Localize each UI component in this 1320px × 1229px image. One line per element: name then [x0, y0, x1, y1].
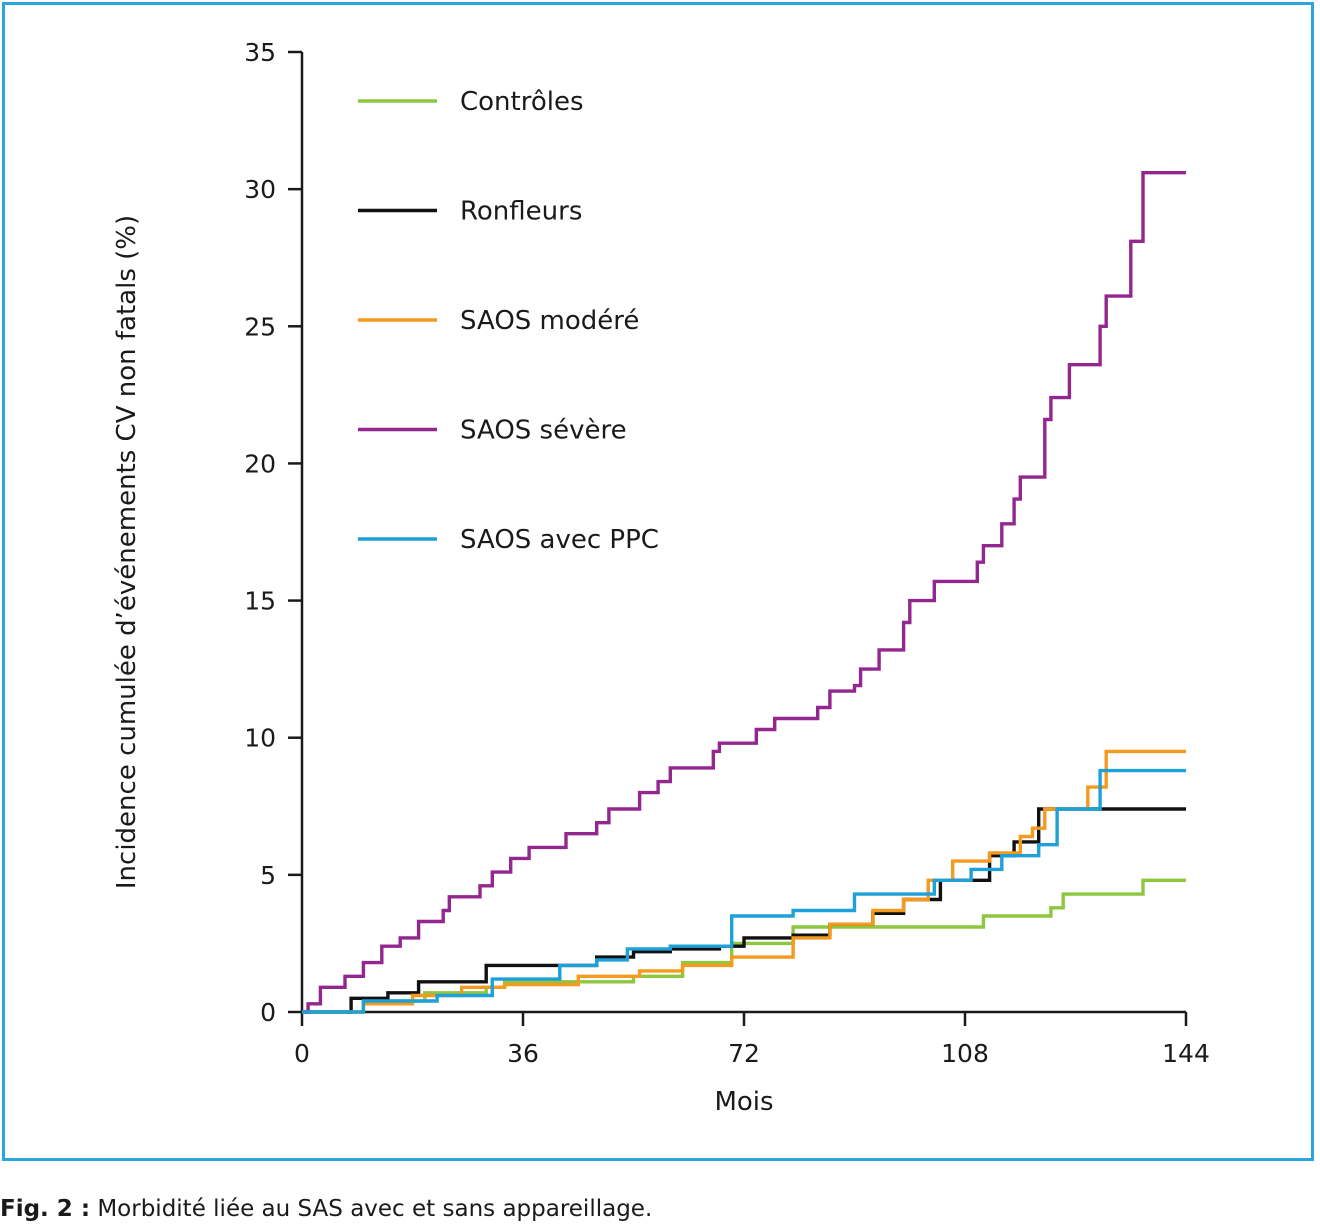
y-tick-label: 25: [244, 312, 276, 341]
series-line-3: [302, 171, 1186, 1014]
figure-frame: [2, 2, 1314, 1161]
x-tick-label: 144: [1162, 1039, 1210, 1068]
chart-axes: 0 5 10 15 20 25 30 35 0 36 72 108 144: [244, 38, 1210, 1068]
legend-label: Contrôles: [460, 87, 584, 117]
x-tick-label: 108: [941, 1039, 989, 1068]
y-tick-label: 0: [260, 998, 276, 1027]
y-axis-title: Incidence cumulée d’événements CV non fa…: [112, 215, 142, 889]
figure-caption: Fig. 2 : Morbidité liée au SAS avec et s…: [0, 1196, 652, 1222]
series-line-1: [302, 807, 1186, 1014]
legend-label: SAOS sévère: [460, 416, 627, 446]
caption-text: Morbidité liée au SAS avec et sans appar…: [90, 1196, 653, 1222]
series-line-4: [302, 768, 1186, 1014]
chart: 0 5 10 15 20 25 30 35 0 36 72 108 144 Contrôles Ronfl…: [112, 38, 1210, 1117]
legend-label: SAOS avec PPC: [460, 525, 659, 555]
y-tick-label: 5: [260, 861, 276, 890]
y-tick-label: 30: [244, 175, 276, 204]
x-tick-label: 0: [294, 1039, 310, 1068]
series-line-0: [302, 878, 1186, 1014]
y-tick-label: 15: [244, 587, 276, 616]
y-tick-label: 20: [244, 449, 276, 478]
x-tick-label: 72: [728, 1039, 760, 1068]
chart-legend: Contrôles Ronfleurs SAOS modéré SAOS sévère…: [358, 87, 659, 555]
y-tick-label: 10: [244, 724, 276, 753]
chart-series-lines: [302, 171, 1186, 1014]
caption-prefix: Fig. 2 :: [0, 1196, 91, 1222]
legend-label: SAOS modéré: [460, 306, 639, 336]
series-line-2: [302, 749, 1186, 1014]
x-tick-label: 36: [507, 1039, 539, 1068]
legend-label: Ronfleurs: [460, 197, 582, 227]
x-axis-title: Mois: [714, 1087, 773, 1117]
y-tick-label: 35: [244, 38, 276, 67]
